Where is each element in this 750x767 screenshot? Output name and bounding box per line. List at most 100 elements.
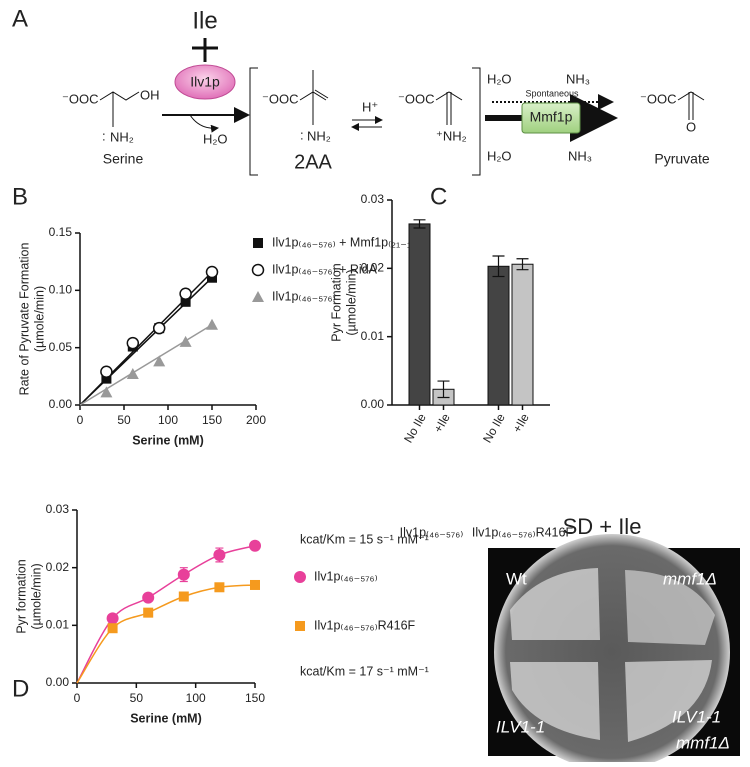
legend-label: Ilv1p₍₄₆₋₅₇₆₎ — [272, 289, 336, 303]
legend-marker — [251, 263, 265, 277]
bond — [446, 92, 452, 125]
legend-marker — [252, 291, 264, 302]
streak — [625, 570, 715, 645]
annotation: kcat/Km = 17 s⁻¹ mM⁻¹ — [300, 664, 429, 678]
x-tick-label: 50 — [130, 691, 144, 705]
strain-label: Wt — [506, 569, 527, 588]
streak — [510, 662, 600, 740]
chem-text: H⁺ — [362, 99, 378, 114]
enzyme-label: Ilv1p — [190, 74, 220, 90]
panel-label: A — [12, 5, 28, 32]
marker — [213, 548, 226, 561]
chem-text: : — [300, 127, 304, 142]
marker — [143, 607, 154, 618]
legend-marker — [294, 571, 306, 583]
x-tick-label: 150 — [202, 413, 222, 427]
marker — [152, 321, 166, 335]
marker — [179, 335, 192, 347]
bond — [99, 91, 140, 101]
x-tick-label: 50 — [117, 413, 131, 427]
y-tick-label: 0.02 — [46, 560, 70, 574]
x-axis-title: Serine (mM) — [132, 433, 204, 447]
bar — [511, 263, 534, 406]
marker — [106, 612, 119, 625]
chem-text: : — [102, 128, 106, 143]
pathway-diagram: Ile Ilv1p ⁻OOC OH : NH₂ Serine H₂O ⁻OOC … — [62, 7, 710, 176]
compound-name: Pyruvate — [654, 151, 709, 167]
chem-text: NH₃ — [568, 148, 592, 163]
enzyme-box — [521, 102, 581, 134]
error-bar — [492, 255, 505, 278]
bracket — [472, 67, 481, 176]
marker — [142, 591, 155, 604]
x-tick-label: 0 — [74, 691, 81, 705]
chem-text: ⁻OOC — [262, 91, 298, 106]
chem-text: NH₂ — [110, 129, 134, 144]
x-tick-label: 200 — [246, 413, 266, 427]
fit-line — [79, 324, 213, 406]
compound-name: Serine — [103, 151, 144, 167]
x-tick-label: 100 — [186, 691, 206, 705]
y-axis-title: Pyr formation — [14, 559, 28, 633]
error-bar — [437, 380, 450, 399]
enzyme-ellipse — [174, 64, 236, 100]
strain-label: mmf1Δ — [663, 569, 717, 588]
chem-text: O — [686, 119, 696, 134]
streak — [625, 660, 712, 742]
strain-label: ILV1-1 — [672, 707, 721, 726]
marker — [179, 287, 192, 301]
fit-line — [76, 545, 256, 684]
legend-label: Ilv1p₍₄₆₋₅₇₆₎ + Mmf1p₍₂₁₋₁₄₇₎ — [272, 235, 424, 249]
y-tick-label: 0.10 — [49, 283, 73, 297]
marker — [153, 355, 166, 367]
bar — [487, 265, 510, 406]
y-axis-title: (µmole/min) — [344, 269, 358, 335]
legend-label: Ilv1p₍₄₆₋₅₇₆₎R416F — [314, 618, 416, 632]
x-tick-label: No Ile — [480, 411, 508, 445]
chem-text: ⁻OOC — [398, 91, 434, 106]
y-tick-label: 0.15 — [49, 225, 73, 239]
y-tick-label: 0.00 — [49, 397, 73, 411]
bond — [677, 91, 705, 120]
x-tick-label: +Ile — [510, 411, 532, 435]
legend-label: Ilv1p₍₄₆₋₅₇₆₎ + RidA — [272, 262, 378, 276]
y-tick-label: 0.03 — [361, 192, 385, 206]
chem-text: ⁻OOC — [62, 91, 98, 106]
legend-label: Ilv1p₍₄₆₋₅₇₆₎ — [314, 569, 378, 583]
chem-text: H₂O — [203, 131, 228, 146]
chem-text: ⁻OOC — [640, 91, 676, 106]
panel-label: B — [12, 183, 28, 210]
legend-marker — [295, 621, 305, 631]
bracket — [249, 67, 258, 176]
bond — [299, 89, 329, 101]
plate-photo: SD + Ile Wt mmf1Δ ILV1-1 ILV1-1 mmf1Δ — [488, 514, 740, 767]
annotation: kcat/Km = 15 s⁻¹ mM⁻¹ — [300, 532, 429, 546]
marker — [178, 591, 189, 602]
chem-text: ⁺NH₂ — [436, 128, 467, 143]
x-tick-label: No Ile — [401, 411, 429, 445]
chem-text: H₂O — [487, 71, 512, 86]
y-axis-title: (µmole/min) — [32, 286, 46, 352]
y-tick-label: 0.03 — [46, 502, 70, 516]
legend-marker — [253, 238, 263, 248]
y-tick-label: 0.02 — [361, 261, 385, 275]
y-axis-title: Rate of Pyruvate Formation — [17, 243, 31, 396]
fit-line — [76, 584, 256, 684]
compound-name: 2AA — [294, 151, 332, 173]
marker — [249, 539, 261, 552]
chem-text: NH₃ — [566, 71, 590, 86]
group-label: Ilv1p₍₄₆₋₅₇₆₎R416F — [472, 525, 574, 539]
arrow — [189, 114, 219, 133]
marker — [126, 368, 139, 380]
x-tick-label: 150 — [245, 691, 265, 705]
marker — [100, 365, 113, 378]
bond — [435, 91, 463, 101]
group-label: Ilv1p₍₄₆₋₅₇₆₎ — [400, 525, 464, 539]
inhibitor: Ile — [192, 7, 217, 34]
y-tick-label: 0.01 — [361, 329, 385, 343]
y-tick-label: 0.05 — [49, 340, 73, 354]
fit-line — [79, 271, 213, 406]
arrow-label: Spontaneous — [525, 88, 579, 98]
panel-label: D — [12, 675, 29, 702]
